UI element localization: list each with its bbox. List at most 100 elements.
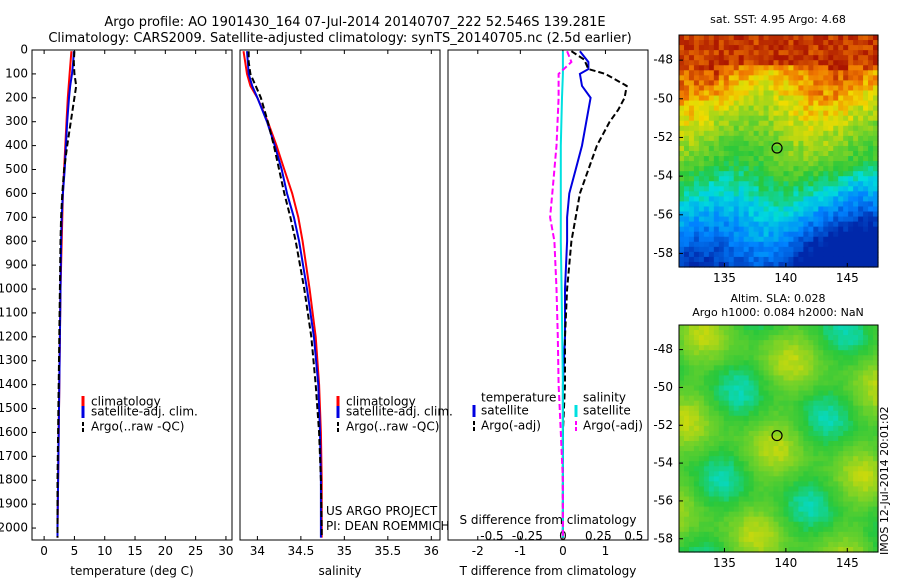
sla-lat-axis: -48-50-52-54-56-58 (653, 342, 683, 545)
heatmap-cell (873, 140, 879, 147)
heatmap-cell (768, 130, 775, 137)
heatmap-cell (813, 350, 819, 356)
heatmap-cell (679, 196, 685, 203)
heatmap-cell (758, 496, 765, 503)
heatmap-cell (793, 365, 799, 371)
heatmap-cell (803, 231, 809, 238)
heatmap-cell (688, 95, 695, 102)
heatmap-cell (683, 201, 690, 208)
heatmap-cell (763, 55, 770, 61)
heatmap-cell (703, 400, 710, 407)
heatmap-cell (838, 45, 844, 51)
heatmap-cell (828, 115, 834, 122)
heatmap-cell (813, 45, 819, 51)
heatmap-cell (773, 446, 780, 452)
heatmap-cell (858, 496, 864, 503)
heatmap-cell (793, 211, 799, 218)
heatmap-cell (733, 410, 740, 417)
heatmap-cell (773, 221, 780, 228)
heatmap-cell (693, 161, 700, 167)
heatmap-cell (718, 330, 725, 336)
heatmap-cell (698, 90, 705, 97)
heatmap-cell (723, 451, 730, 457)
heatmap-cell (818, 546, 824, 553)
heatmap-cell (828, 435, 834, 442)
heatmap-cell (808, 395, 814, 402)
heatmap-cell (758, 420, 765, 427)
heatmap-cell (788, 501, 795, 508)
heatmap-cell (743, 526, 750, 533)
heatmap-cell (713, 161, 720, 167)
heatmap-cell (838, 355, 844, 361)
heatmap-cell (833, 451, 839, 457)
heatmap-cell (853, 385, 859, 392)
heatmap-cell (783, 181, 790, 187)
heatmap-cell (768, 471, 775, 477)
heatmap-cell (708, 145, 715, 152)
heatmap-cell (808, 125, 814, 132)
heatmap-cell (768, 526, 775, 533)
heatmap-cell (873, 415, 879, 422)
heatmap-cell (743, 536, 750, 543)
heatmap-cell (758, 451, 765, 457)
heatmap-cell (853, 355, 859, 361)
heatmap-cell (823, 35, 829, 41)
heatmap-cell (783, 156, 790, 162)
heatmap-cell (738, 145, 745, 152)
series-line-argo-adj- (549, 50, 573, 538)
heatmap-cell (858, 355, 864, 361)
heatmap-cell (828, 236, 834, 243)
heatmap-cell (798, 35, 804, 41)
heatmap-cell (679, 261, 685, 268)
heatmap-cell (813, 251, 819, 258)
heatmap-cell (873, 410, 879, 417)
heatmap-cell (753, 80, 760, 87)
heatmap-cell (713, 360, 720, 366)
heatmap-cell (813, 340, 819, 346)
heatmap-cell (823, 526, 829, 533)
heatmap-cell (778, 410, 785, 417)
heatmap-cell (848, 521, 854, 528)
heatmap-cell (738, 446, 745, 452)
heatmap-cell (758, 236, 765, 243)
heatmap-cell (843, 231, 849, 238)
heatmap-cell (873, 395, 879, 402)
heatmap-cell (768, 360, 775, 366)
heatmap-cell (818, 471, 824, 477)
heatmap-cell (738, 456, 745, 462)
heatmap-cell (753, 370, 760, 377)
heatmap-cell (679, 251, 685, 258)
heatmap-cell (738, 441, 745, 447)
heatmap-cell (823, 65, 829, 71)
heatmap-cell (808, 70, 814, 76)
heatmap-cell (808, 246, 814, 253)
heatmap-cell (733, 360, 740, 366)
heatmap-cell (798, 95, 804, 102)
heatmap-cell (858, 481, 864, 488)
heatmap-cell (743, 65, 750, 71)
heatmap-cell (848, 335, 854, 341)
heatmap-cell (733, 261, 740, 268)
heatmap-cell (748, 481, 755, 488)
heatmap-cell (768, 365, 775, 371)
heatmap-cell (858, 435, 864, 442)
heatmap-cell (703, 335, 710, 341)
heatmap-cell (773, 145, 780, 152)
heatmap-cell (868, 446, 874, 452)
heatmap-cell (698, 156, 705, 162)
heatmap-cell (708, 400, 715, 407)
heatmap-cell (838, 446, 844, 452)
heatmap-cell (858, 541, 864, 548)
heatmap-cell (813, 345, 819, 351)
heatmap-cell (873, 471, 879, 477)
heatmap-cell (798, 481, 804, 488)
heatmap-cell (778, 461, 785, 467)
heatmap-cell (813, 176, 819, 182)
heatmap-cell (728, 35, 735, 41)
heatmap-cell (853, 546, 859, 553)
heatmap-cell (688, 370, 695, 377)
heatmap-cell (853, 211, 859, 218)
heatmap-cell (703, 186, 710, 192)
heatmap-cell (703, 506, 710, 513)
heatmap-cell (738, 196, 745, 203)
